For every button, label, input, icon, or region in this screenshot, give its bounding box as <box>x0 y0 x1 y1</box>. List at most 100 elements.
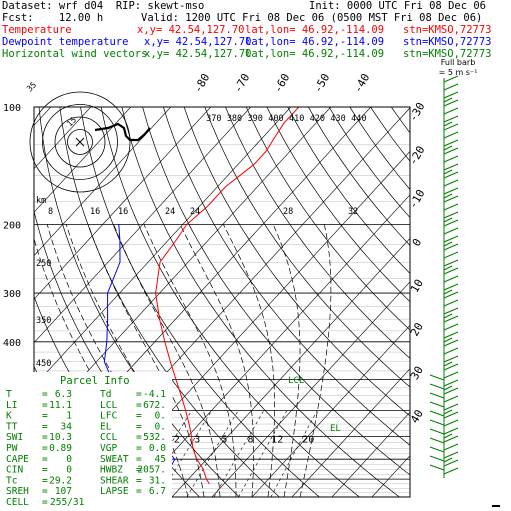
wind-barb <box>443 193 453 199</box>
wind-barb <box>429 464 445 471</box>
wind-barb <box>443 267 459 275</box>
mixing-ratio-label: 3 <box>194 435 200 446</box>
moist-adiabat <box>223 224 275 497</box>
wind-barb <box>443 83 459 91</box>
dry-adiabat <box>287 107 410 275</box>
wind-barb <box>429 446 445 453</box>
wind-barb <box>443 457 453 463</box>
mixing-ratio-label: 20 <box>302 435 314 446</box>
wind-barb <box>443 315 459 323</box>
legend-dewpoint-xy: x,y= 42.54,127.70 <box>144 36 252 48</box>
hodograph-trace <box>94 122 151 142</box>
pressure-tick-label: 100 <box>3 103 21 114</box>
legend-name: Temperature <box>2 24 72 36</box>
wind-barb <box>443 97 453 103</box>
parcel-info-cell: = <box>42 421 48 432</box>
parcel-info-cell: SWEAT <box>100 454 129 465</box>
wind-barb <box>443 227 459 235</box>
barb-key-line1: Full barb <box>441 58 476 67</box>
parcel-info-cell: 6.7 <box>149 486 166 497</box>
wind-barb <box>443 155 459 163</box>
lcl-label: LCL <box>288 376 304 386</box>
wind-barb <box>443 211 459 219</box>
wind-barb <box>429 437 445 444</box>
parcel-info-cell: 10.3 <box>49 432 72 443</box>
parcel-info-cell: SWI <box>6 432 23 443</box>
wind-barb <box>443 385 453 391</box>
isotherm-label: 40 <box>408 407 426 425</box>
wind-barb <box>443 217 453 223</box>
parcel-info-cell: = <box>42 486 48 497</box>
valid-label: Valid: 1200 UTC Fri 08 Dec 06 (0500 MST … <box>141 12 483 24</box>
wind-barb <box>443 435 459 443</box>
mixing-ratio-line <box>270 410 318 497</box>
parcel-info-cell: TT <box>6 421 18 432</box>
wind-barb <box>443 123 459 131</box>
parcel-info-cell: Tc <box>6 475 17 486</box>
hodograph-ring <box>54 116 106 168</box>
mixing-ratio-label: 12 <box>271 435 283 446</box>
parcel-info-cell: CELL <box>6 497 29 508</box>
isotherm-label: -50 <box>311 71 332 95</box>
parcel-info-cell: = <box>42 497 48 508</box>
isotherm-line <box>371 455 410 497</box>
parcel-info-cell: 1 <box>66 411 72 422</box>
pressure-minor-label: 250 <box>36 259 51 269</box>
barb-key-line2: = 5 m s⁻¹ <box>439 68 478 77</box>
moist-adiabat <box>179 224 254 497</box>
wind-barb <box>443 259 459 267</box>
dry-adiabat <box>121 107 400 497</box>
wind-barb <box>443 75 459 83</box>
parcel-info-row: SREH = 107 LAPSE = 6.7 <box>6 486 166 497</box>
parcel-info-cell: = <box>42 475 48 486</box>
moist-adiabat <box>113 224 221 497</box>
parcel-info-cell: VGP <box>100 443 117 454</box>
parcel-info-cell: = <box>42 411 48 422</box>
wind-barb <box>443 139 459 147</box>
legend-wind-stn: stn=KMSO,72773 <box>403 48 492 60</box>
parcel-info-cell: = <box>42 465 48 476</box>
dataset-label: Dataset: wrf d04 <box>2 0 104 12</box>
isotherm-line <box>251 324 410 497</box>
isotherm-label: 20 <box>408 321 426 339</box>
wind-barb <box>443 243 459 251</box>
parcel-info-cell: K <box>6 411 12 422</box>
parcel-info-cell: = <box>42 389 48 400</box>
parcel-info-cell: SREH <box>6 486 29 497</box>
wind-barb <box>443 187 459 195</box>
parcel-info-row: CELL = 255/31 <box>6 497 85 508</box>
wind-barb <box>443 467 459 475</box>
legend-temperature: Temperature <box>2 24 72 36</box>
theta-label: 400 <box>268 114 283 124</box>
theta-label: 420 <box>310 114 325 124</box>
wind-barb <box>429 455 445 462</box>
parcel-info-cell: LAPSE <box>100 486 129 497</box>
parcel-info-box <box>2 372 172 500</box>
parcel-info-row: K = 1 LFC = 0. <box>6 411 166 422</box>
dry-adiabat <box>204 107 410 388</box>
isotherm-line <box>34 107 292 387</box>
mixing-ratio-line <box>186 410 239 497</box>
wind-barb <box>443 107 459 115</box>
legend-dewpoint-stn: stn=KMSO,72773 <box>403 36 492 48</box>
dry-adiabat <box>225 107 410 359</box>
wind-barb <box>429 401 445 408</box>
parcel-info-cell: 0.89 <box>49 443 72 454</box>
wind-barb <box>429 419 445 426</box>
wind-barb <box>443 307 459 315</box>
parcel-info-cell: LFC <box>100 411 117 422</box>
wind-barb <box>429 410 445 417</box>
wind-barb <box>443 323 459 331</box>
wind-barb <box>443 361 453 367</box>
wind-barb <box>443 355 459 363</box>
parcel-info-cell: = <box>42 432 48 443</box>
header-row-1: Dataset: wrf d04 RIP: skewt-mso <box>2 0 204 12</box>
parcel-info-cell: LI <box>6 400 17 411</box>
moist-adiabat <box>143 224 237 497</box>
wind-barb <box>443 91 459 99</box>
fcst-value: 12.00 h <box>58 12 104 24</box>
wind-barb <box>443 379 459 387</box>
temperature-trace <box>155 107 300 485</box>
isotherm-label: -60 <box>271 71 292 95</box>
legend-wind: Horizontal wind vectors <box>2 48 148 60</box>
